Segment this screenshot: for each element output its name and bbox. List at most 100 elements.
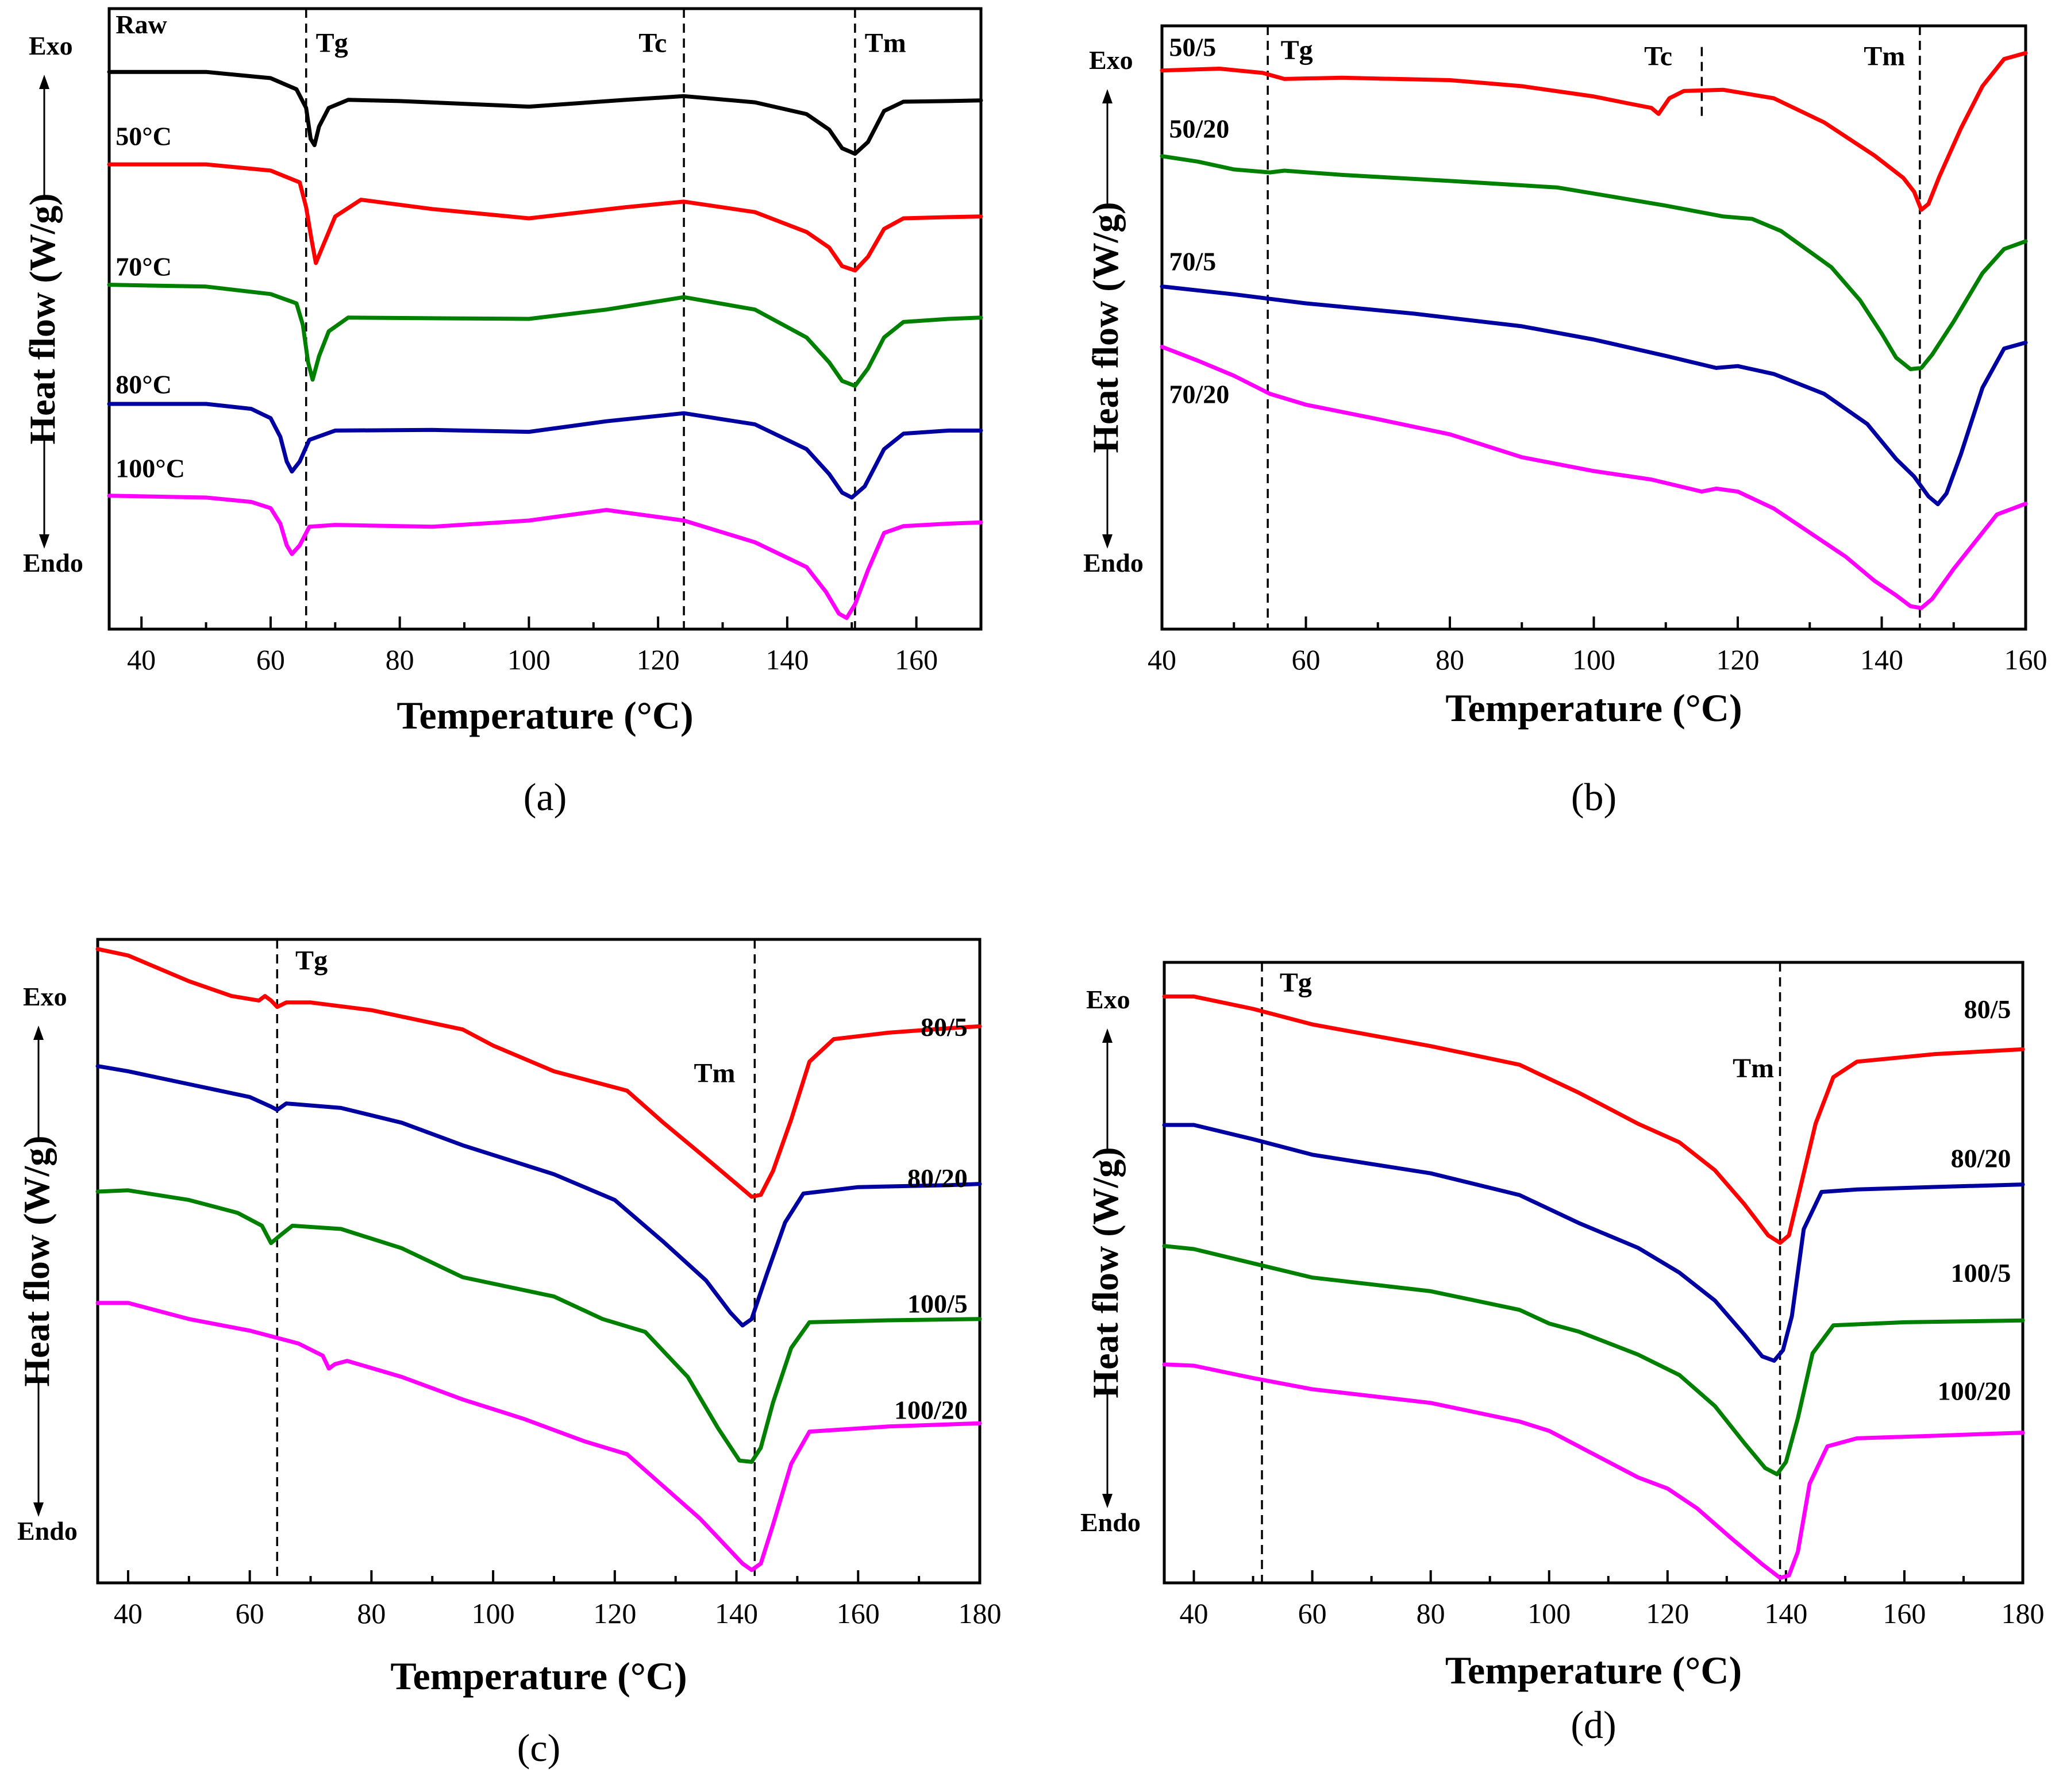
x-tick-label: 160 [1883,1597,1926,1629]
endo-label: Endo [17,1516,78,1546]
x-tick-label: 80 [386,643,414,676]
x-tick-label: 140 [1860,643,1903,676]
panel-d: 40 60 80 100 120 140 160 180 Tg Tm 80/5 80/20 100/5 1… [1080,961,2045,1747]
series-line-100-5 [1162,1244,2025,1477]
x-tick-label: 60 [256,643,285,676]
up-arrow-icon [1102,1028,1113,1043]
exo-label: Exo [29,31,73,60]
y-axis-label: Heat flow (W/g) [1085,1147,1126,1398]
x-tick-label: 40 [127,643,156,676]
vline-label-tm: Tm [865,28,906,59]
series-label: 80/5 [921,1012,968,1042]
series-label: 80/20 [907,1163,968,1193]
series-line-raw [107,70,983,156]
plot-frame [1163,961,2025,1585]
x-tick-label: 180 [2002,1597,2045,1629]
x-axis-label: Temperature (°C) [397,693,693,737]
exo-label: Exo [1086,985,1130,1014]
series-label: 100/5 [1951,1258,2011,1288]
endo-label: Endo [1083,548,1144,577]
panel-c: 40 60 80 100 120 140 160 180 Tg Tm 80/5 80/20 100/5 1… [16,938,1002,1770]
vline-label-tg: Tg [316,28,348,59]
series-line-80-20 [95,1064,982,1328]
y-axis-label: Heat flow (W/g) [16,1135,57,1386]
down-arrow-icon [1102,1494,1113,1508]
x-tick-label: 100 [472,1597,515,1629]
x-axis-label: Temperature (°C) [1445,1648,1742,1692]
x-tick-label: 40 [1148,643,1176,676]
vline-label-tg: Tg [1281,35,1313,65]
x-tick-label: 160 [837,1597,880,1629]
series-label: 50/5 [1169,33,1217,62]
series-label: 100°C [116,453,185,483]
y-axis-label: Heat flow (W/g) [1085,202,1126,453]
y-axis-label: Heat flow (W/g) [22,193,63,444]
series-line-80-5 [95,947,982,1199]
exo-label: Exo [23,982,67,1011]
series-label: 80/20 [1951,1143,2011,1173]
up-arrow-icon [33,1026,44,1040]
x-tick-label: 140 [715,1597,758,1629]
exo-label: Exo [1089,45,1133,75]
x-tick-label: 140 [1764,1597,1807,1629]
series-label: 50°C [116,122,172,151]
series-label: 100/20 [894,1395,968,1424]
series-label: 80°C [116,370,172,399]
series-line-80-5 [1162,994,2025,1245]
down-arrow-icon [39,534,49,549]
series-line-70-5 [1160,284,2028,507]
x-tick-label: 160 [895,643,938,676]
x-axis-label: Temperature (°C) [1445,686,1742,730]
series-label: Raw [116,10,167,39]
series-line-80-20 [1162,1123,2025,1363]
series-line-100-20 [95,1301,982,1573]
x-tick-label: 100 [1572,643,1615,676]
down-arrow-icon [33,1502,44,1517]
series-label: 100/5 [907,1289,968,1319]
series-line-50-5 [1160,51,2028,212]
vline-label-tm: Tm [1733,1053,1774,1084]
series-line-100-5 [95,1188,982,1464]
panel-caption: (d) [1571,1703,1616,1747]
x-tick-label: 60 [1292,643,1321,676]
x-tick-label: 160 [2004,643,2048,676]
series-line-80-c [107,402,983,500]
plot-frame [96,938,982,1585]
up-arrow-icon [39,75,49,89]
series-label: 50/20 [1169,114,1230,143]
vline-label-tc: Tc [1644,41,1672,71]
down-arrow-icon [1102,534,1113,549]
vline-label-tm: Tm [1864,41,1905,71]
series-label: 70/20 [1169,379,1230,409]
x-tick-label: 40 [114,1597,143,1629]
x-tick-label: 120 [637,643,680,676]
x-tick-label: 120 [1717,643,1760,676]
panel-caption: (a) [524,775,567,819]
x-tick-label: 120 [1646,1597,1689,1629]
x-tick-label: 40 [1180,1597,1209,1629]
x-tick-label: 180 [959,1597,1002,1629]
panel-a: 40 60 80 100 120 140 160 Tg Tc Tm Raw 50°C 70°C 80°C 1… [22,7,983,819]
series-label: 70°C [116,252,172,281]
series-line-100-20 [1162,1362,2025,1580]
x-tick-label: 80 [1435,643,1464,676]
series-label: 70/5 [1169,246,1217,276]
panel-caption: (c) [517,1726,560,1770]
series-line-70-20 [1160,345,2028,610]
x-tick-label: 140 [765,643,809,676]
vline-label-tg: Tg [1280,968,1312,998]
x-tick-label: 80 [357,1597,386,1629]
endo-label: Endo [23,548,83,577]
panel-caption: (b) [1571,775,1617,819]
panel-b: 40 60 80 100 120 140 160 Tg Tc Tm 50/5 50/20 70/5 70/… [1083,24,2048,819]
x-tick-label: 80 [1417,1597,1445,1629]
x-tick-label: 100 [507,643,551,676]
vline-label-tg: Tg [295,946,328,976]
x-tick-label: 60 [236,1597,264,1629]
x-tick-label: 100 [1527,1597,1571,1629]
up-arrow-icon [1102,89,1113,103]
series-label: 80/5 [1964,995,2011,1024]
series-label: 100/20 [1938,1376,2011,1405]
